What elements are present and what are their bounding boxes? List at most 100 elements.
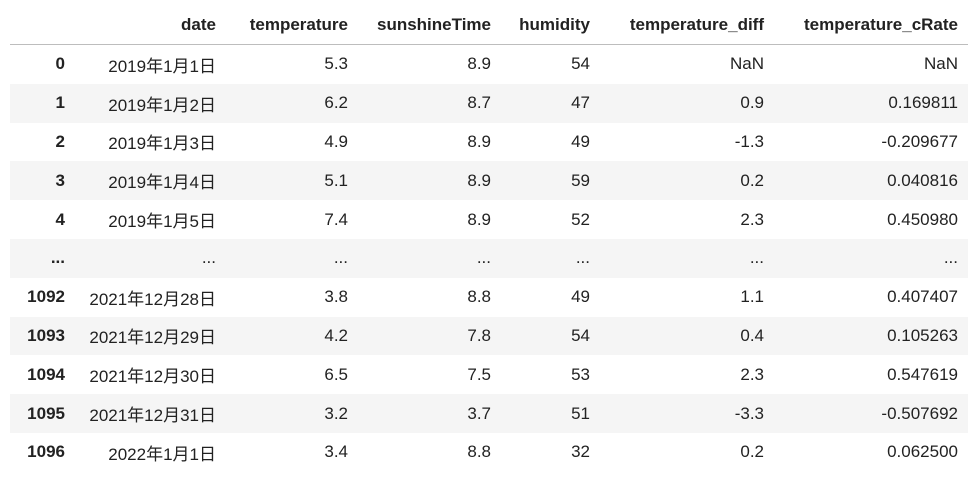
column-header: temperature [226,6,358,45]
row-index: 4 [55,209,65,229]
table-row: 1093 2021年12月29日 4.2 7.8 54 0.4 0.105263 [10,316,968,356]
row-index: 3 [55,170,65,190]
table-cell: 54 [571,325,590,345]
table-cell: 0.2 [740,170,764,190]
table-cell: ... [476,248,491,268]
table-cell: 2021年12月31日 [89,406,216,426]
table-cell: 2021年12月29日 [89,328,216,348]
table-cell: NaN [923,54,958,74]
table-cell: 2.3 [740,364,764,384]
table-row: 0 2019年1月1日 5.3 8.9 54 NaN NaN [10,45,968,84]
table-cell: NaN [729,54,764,74]
table-cell: 5.1 [324,170,348,190]
table-cell: 0.2 [740,442,764,462]
table-cell: ... [749,248,764,268]
table-cell: 2021年12月30日 [89,367,216,387]
table-row: 1096 2022年1月1日 3.4 8.8 32 0.2 0.062500 [10,433,968,472]
column-header: date [75,6,226,45]
table-cell: -3.3 [734,403,764,423]
table-row: 1095 2021年12月31日 3.2 3.7 51 -3.3 -0.507692 [10,394,968,433]
table-cell: 8.9 [467,54,491,74]
row-index: 1095 [27,403,65,423]
table-cell: -0.209677 [881,131,958,151]
table-cell: 0.105263 [887,325,958,345]
row-index: 1093 [27,325,65,345]
row-index: 1096 [27,442,65,462]
table-cell: 47 [571,93,590,113]
table-cell: 0.407407 [887,287,958,307]
column-header: temperature_cRate [774,6,968,45]
table-cell: ... [201,248,216,268]
table-cell: 3.4 [324,442,348,462]
table-cell: -0.507692 [881,403,958,423]
table-cell: 8.8 [467,287,491,307]
table-cell: 0.450980 [887,209,958,229]
table-cell: 52 [571,209,590,229]
header-row: date temperature sunshineTime humidity tempe… [10,6,968,45]
dataframe-table: date temperature sunshineTime humidity tempe… [10,6,968,472]
table-row: 3 2019年1月4日 5.1 8.9 59 0.2 0.040816 [10,161,968,201]
column-header: sunshineTime [358,6,501,45]
table-cell: 0.040816 [887,170,958,190]
row-index: 1 [55,93,65,113]
table-cell: ... [943,248,958,268]
column-header: humidity [501,6,600,45]
table-cell: 2022年1月1日 [108,444,216,464]
table-cell: -1.3 [734,131,764,151]
table-cell: 8.8 [467,442,491,462]
table-cell: 2.3 [740,209,764,229]
table-cell: 2019年1月2日 [108,95,216,115]
index-header [10,6,75,45]
table-row: 1092 2021年12月28日 3.8 8.8 49 1.1 0.407407 [10,278,968,317]
table-cell: ... [575,248,590,268]
table-cell: 4.2 [324,325,348,345]
table-cell: 59 [571,170,590,190]
table-row: 4 2019年1月5日 7.4 8.9 52 2.3 0.450980 [10,200,968,239]
table-cell: 51 [571,403,590,423]
column-header: temperature_diff [600,6,774,45]
table-cell: 53 [571,364,590,384]
table-cell: 49 [571,287,590,307]
table-cell: 4.9 [324,131,348,151]
table-cell: 0.547619 [887,364,958,384]
table-cell: 54 [571,54,590,74]
table-cell: 7.8 [467,325,491,345]
table-cell: 8.9 [467,209,491,229]
table-cell: 32 [571,442,590,462]
table-cell: 2019年1月3日 [108,134,216,154]
row-index: ... [50,248,65,268]
table-cell: 2019年1月5日 [108,212,216,232]
row-index: 2 [55,131,65,151]
table-row: 2 2019年1月3日 4.9 8.9 49 -1.3 -0.209677 [10,123,968,162]
table-cell: 3.7 [467,403,491,423]
table-cell: 0.9 [740,93,764,113]
table-cell: 2019年1月4日 [108,173,216,193]
table-body: 0 2019年1月1日 5.3 8.9 54 NaN NaN 1 2019年1月2日 6.2 8.7… [10,45,968,472]
table-cell: 5.3 [324,54,348,74]
row-index: 0 [55,54,65,74]
table-cell: 7.4 [324,209,348,229]
table-cell: 0.4 [740,325,764,345]
table-cell: ... [333,248,348,268]
table-cell: 0.169811 [888,93,958,113]
table-cell: 2019年1月1日 [108,56,216,76]
table-cell: 3.2 [324,403,348,423]
table-header: date temperature sunshineTime humidity tempe… [10,6,968,45]
table-cell: 6.5 [324,364,348,384]
table-cell: 3.8 [324,287,348,307]
table-row: ..................... [10,238,968,278]
table-cell: 8.7 [467,93,491,113]
table-cell: 7.5 [467,364,491,384]
table-cell: 1.1 [740,287,764,307]
table-cell: 6.2 [324,93,348,113]
table-cell: 0.062500 [887,442,958,462]
table-row: 1 2019年1月2日 6.2 8.7 47 0.9 0.169811 [10,83,968,123]
table-cell: 8.9 [467,170,491,190]
table-cell: 49 [571,131,590,151]
table-cell: 2021年12月28日 [89,289,216,309]
row-index: 1094 [27,364,65,384]
table-row: 1094 2021年12月30日 6.5 7.5 53 2.3 0.547619 [10,355,968,394]
row-index: 1092 [27,287,65,307]
table-cell: 8.9 [467,131,491,151]
